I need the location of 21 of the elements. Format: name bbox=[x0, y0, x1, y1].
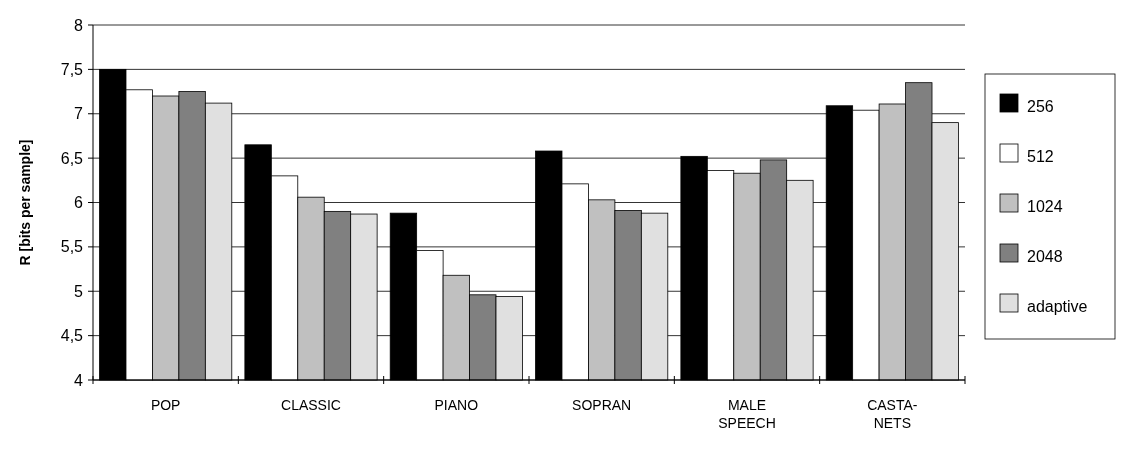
y-tick-label: 7 bbox=[74, 105, 84, 123]
x-tick-label: POP bbox=[150, 397, 181, 413]
y-tick-label: 7,5 bbox=[60, 60, 84, 78]
x-tick-label: CASTA- NETS bbox=[867, 397, 918, 431]
y-tick-label: 8 bbox=[74, 16, 84, 34]
y-tick-label: 5,5 bbox=[60, 238, 84, 256]
x-tick-label: MALE SPEECH bbox=[718, 397, 776, 431]
y-tick-label: 5 bbox=[74, 282, 84, 300]
x-tick-label: CLASSIC bbox=[281, 397, 341, 413]
y-tick-label: 4,5 bbox=[60, 327, 84, 345]
legend-label: adaptive bbox=[1027, 298, 1088, 315]
legend-label: 256 bbox=[1027, 98, 1054, 115]
legend-label: 512 bbox=[1027, 148, 1054, 165]
y-tick-label: 4 bbox=[74, 371, 84, 389]
y-tick-label: 6 bbox=[74, 194, 84, 212]
y-tick-label: 6,5 bbox=[60, 149, 84, 167]
x-tick-label: PIANO bbox=[434, 397, 479, 413]
legend-label: 2048 bbox=[1027, 248, 1063, 265]
x-tick-label: SOPRAN bbox=[572, 397, 632, 413]
y-axis-title: R [bits per sample] bbox=[17, 139, 33, 266]
legend-label: 1024 bbox=[1027, 198, 1063, 215]
